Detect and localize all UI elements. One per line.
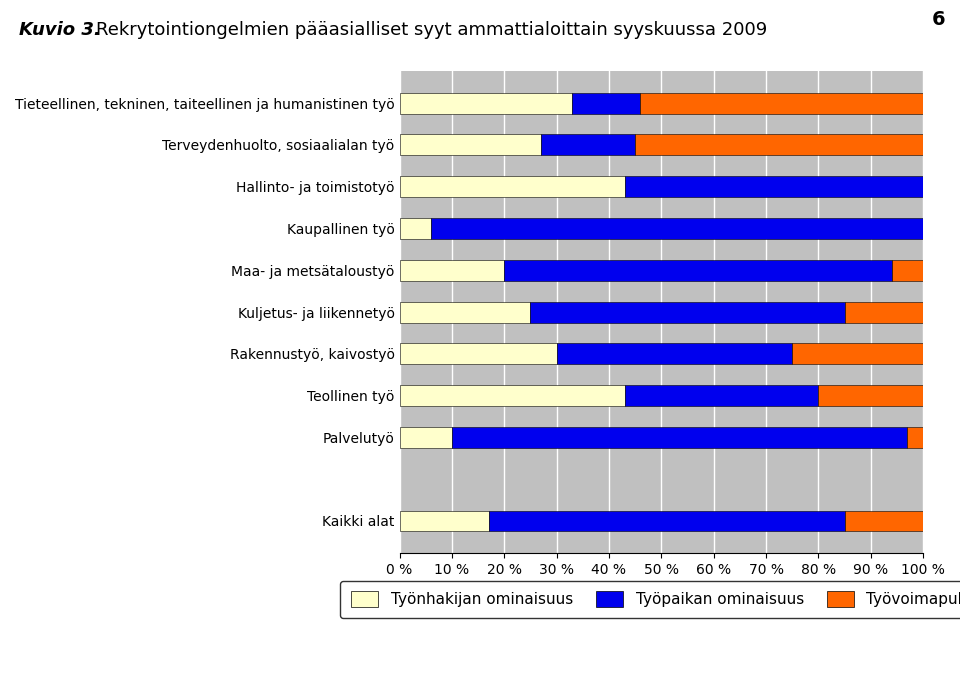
Bar [636,135,924,155]
Bar [845,510,924,531]
Bar [399,176,625,197]
Bar [431,218,924,239]
Text: Rekrytointiongelmien pääasialliset syyt ammattialoittain syyskuussa 2009: Rekrytointiongelmien pääasialliset syyt … [96,21,767,39]
Bar [399,510,489,531]
Bar [818,385,924,406]
Bar [572,93,640,114]
Bar [531,302,845,323]
Bar [792,344,924,365]
Bar [504,260,892,281]
Bar [399,93,572,114]
Bar [399,344,557,365]
Bar [399,260,504,281]
Bar [625,385,818,406]
Bar [399,135,540,155]
Bar [399,385,625,406]
Bar [907,427,924,448]
Bar [540,135,636,155]
Text: Kuvio 3.: Kuvio 3. [19,21,101,39]
Bar [557,344,792,365]
Bar [399,427,452,448]
Bar [399,218,431,239]
Bar [399,302,531,323]
Bar [892,260,924,281]
Bar [489,510,845,531]
Bar [625,176,924,197]
Bar [845,302,924,323]
Text: 6: 6 [932,10,946,29]
Bar [452,427,907,448]
Legend: Työnhakijan ominaisuus, Työpaikan ominaisuus, Työvoimapula: Työnhakijan ominaisuus, Työpaikan ominai… [340,581,960,618]
Bar [640,93,924,114]
